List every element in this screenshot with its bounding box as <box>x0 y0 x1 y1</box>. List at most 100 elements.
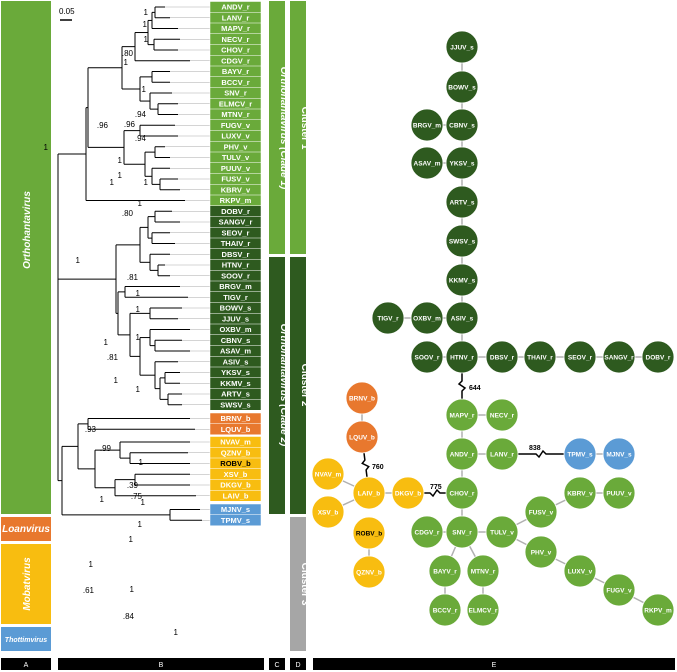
scale-bar: 0.05 <box>59 7 75 21</box>
tip-puuv-v: PUUV_v <box>209 162 262 174</box>
node-label: CDGV_r <box>415 529 440 536</box>
tip-dbsv-r: DBSV_r <box>209 248 262 260</box>
tip-label: KKMV_s <box>220 379 250 388</box>
tip-label: OXBV_m <box>219 325 251 334</box>
tip-brnv-b: BRNV_b <box>209 412 262 425</box>
tip-tigv-r: TIGV_r <box>209 291 262 303</box>
tip-label: JJUV_s <box>222 314 249 323</box>
tip-label: ASIV_s <box>223 357 249 366</box>
node-label: OXBV_m <box>413 315 441 322</box>
tip-label: YKSV_s <box>221 368 250 377</box>
tip-label: MAPV_r <box>221 24 250 33</box>
node-label: SNV_r <box>452 529 472 536</box>
node-seov-r: SEOV_r <box>563 340 597 374</box>
support-value: 1 <box>139 458 144 467</box>
tip-oxbv-m: OXBV_m <box>209 323 262 336</box>
long-link-lanv-tpmv: 838 <box>502 445 580 459</box>
genus-label-mobatvirus: Mobatvirus <box>22 557 33 611</box>
node-label: CHOV_r <box>450 490 475 497</box>
tip-label: LUXV_v <box>221 132 250 141</box>
support-value: 1 <box>174 628 179 637</box>
tip-label: SANGV_r <box>219 218 253 227</box>
tip-soov-r: SOOV_r <box>209 270 262 282</box>
node-tigv-r: TIGV_r <box>371 301 405 335</box>
tip-mapv-r: MAPV_r <box>209 22 262 35</box>
node-artv-s: ARTV_s <box>445 185 479 219</box>
tip-nvav-m: NVAV_m <box>209 436 262 448</box>
tip-jjuv-s: JJUV_s <box>209 313 262 325</box>
node-bayv-r: BAYV_r <box>428 554 462 588</box>
tip-andv-r: ANDV_r <box>209 1 262 13</box>
scale-bar-label: 0.05 <box>59 7 75 16</box>
tip-asav-m: ASAV_m <box>209 345 262 357</box>
tip-label: NECV_r <box>222 35 250 44</box>
support-value: 1 <box>144 178 149 187</box>
tip-sangv-r: SANGV_r <box>209 216 262 228</box>
support-value: 1 <box>136 385 141 394</box>
genus-bar-thottimvirus <box>1 627 51 651</box>
support-value: .96 <box>124 120 136 129</box>
node-bowv-s: BOWV_s <box>445 70 479 104</box>
tip-swsv-s: SWSV_s <box>209 399 262 411</box>
support-value: .80 <box>122 209 134 218</box>
node-label: TIGV_r <box>377 315 399 322</box>
node-label: CBNV_s <box>449 122 475 129</box>
support-value: 1 <box>138 199 143 208</box>
node-label: LQUV_b <box>349 434 375 441</box>
support-value: 1 <box>118 171 123 180</box>
node-htnv-r: HTNV_r <box>445 340 479 374</box>
tip-label: TIGV_r <box>223 293 248 302</box>
tip-lquv-b: LQUV_b <box>209 423 262 435</box>
genus-bar-mobatvirus <box>1 544 51 624</box>
tip-cbnv-s: CBNV_s <box>209 334 262 346</box>
tip-label: BAYV_r <box>222 67 249 76</box>
node-label: BOWV_s <box>448 84 476 91</box>
cluster-label-1: Cluster 1 <box>299 107 310 150</box>
tip-label: SNV_r <box>224 89 247 98</box>
tip-label: TULV_v <box>222 153 250 162</box>
support-value: 1 <box>129 535 134 544</box>
support-value: 1 <box>136 289 141 298</box>
tip-label: RKPV_m <box>220 196 252 205</box>
node-label: HTNV_r <box>450 354 474 361</box>
node-cdgv-r: CDGV_r <box>410 515 444 549</box>
node-jjuv-s: JJUV_s <box>445 30 479 64</box>
node-label: NVAV_m <box>315 471 342 478</box>
tip-label: ANDV_r <box>221 3 249 12</box>
tip-bowv-s: BOWV_s <box>209 302 262 314</box>
tip-bccv-r: BCCV_r <box>209 76 262 88</box>
node-label: BCCV_r <box>433 607 458 614</box>
tip-rkpv-m: RKPV_m <box>209 194 262 207</box>
node-label: BRNV_b <box>349 395 375 402</box>
node-luxv-v: LUXV_v <box>563 554 597 588</box>
panel-label-b: B <box>159 662 164 669</box>
tip-label: BRGV_m <box>219 282 252 291</box>
long-link-label: 838 <box>529 445 541 452</box>
node-robv-b: ROBV_b <box>352 516 386 550</box>
node-kbrv-v: KBRV_v <box>563 476 597 510</box>
tip-label: LQUV_b <box>221 425 251 434</box>
node-kkmv-s: KKMV_s <box>445 263 479 297</box>
tip-tpmv-s: TPMV_s <box>209 514 262 526</box>
genus-label-loanvirus: Loanvirus <box>2 524 50 535</box>
node-label: PUUV_v <box>606 490 632 497</box>
panel-label-a: A <box>24 662 29 669</box>
support-value: .99 <box>100 444 112 453</box>
cluster-bars: Cluster 1 Cluster 2 Cluster 3 <box>290 1 310 651</box>
support-value: 1 <box>114 376 119 385</box>
support-value: .94 <box>135 134 147 143</box>
node-label: MJNV_s <box>606 451 632 458</box>
node-label: ARTV_s <box>450 199 475 206</box>
node-label: ASAV_m <box>414 160 441 167</box>
support-value: 1 <box>44 143 49 152</box>
node-cbnv-s: CBNV_s <box>445 108 479 142</box>
node-rkpv-m: RKPV_m <box>641 593 675 627</box>
tip-label: ROBV_b <box>220 459 251 468</box>
node-label: YKSV_s <box>450 160 475 167</box>
tip-luxv-v: LUXV_v <box>209 130 262 142</box>
tip-kkmv-s: KKMV_s <box>209 377 262 389</box>
node-label: SOOV_r <box>415 354 440 361</box>
tip-label: FUSV_v <box>221 175 250 184</box>
cluster-bar-2 <box>290 257 306 514</box>
tip-label: PHV_v <box>224 142 249 151</box>
